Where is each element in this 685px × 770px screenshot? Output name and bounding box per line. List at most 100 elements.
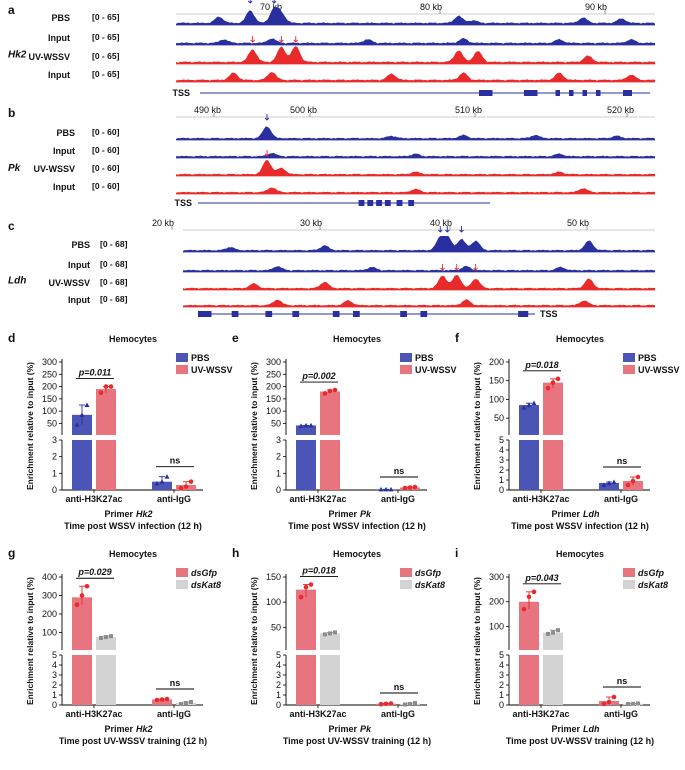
- coverage-track: [183, 265, 655, 272]
- gene-exon: [408, 200, 415, 206]
- significance-label: p=0.018: [524, 360, 558, 370]
- y-tick-label: 300: [42, 590, 57, 600]
- data-point: [545, 385, 551, 391]
- y-tick-label: 300: [489, 572, 504, 582]
- data-point: [403, 702, 407, 707]
- chart-title: Hemocytes: [556, 334, 604, 344]
- y-tick-label: 200: [42, 382, 57, 392]
- x-tick-label: anti-IgG: [381, 709, 415, 719]
- y-tick-label: 100: [489, 394, 504, 404]
- legend-swatch: [400, 568, 412, 577]
- chart-title: Hemocytes: [333, 549, 381, 559]
- data-point: [383, 486, 389, 492]
- data-point: [521, 606, 527, 612]
- panel-letter: g: [8, 546, 15, 560]
- bar-panel-g: g Hemocytes Enrichment relative to input (…: [8, 546, 221, 746]
- y-tick-label: 0: [52, 485, 57, 495]
- x-axis-gene: Pk: [360, 724, 372, 734]
- bar-lower: [543, 440, 563, 490]
- panel-letter: d: [8, 331, 15, 345]
- data-point: [164, 474, 170, 479]
- y-tick-label: 5: [276, 650, 281, 660]
- y-tick-label: 50: [494, 413, 504, 423]
- data-point: [189, 700, 193, 704]
- significance-label: ns: [170, 456, 181, 466]
- bar: [152, 699, 172, 705]
- data-point: [159, 697, 165, 702]
- axis-tick-label: 80 kb: [420, 2, 442, 12]
- peak-arrow: [454, 264, 460, 271]
- y-tick-label: 200: [489, 597, 504, 607]
- axis-tick-label: 90 kb: [585, 2, 607, 12]
- bar-upper: [296, 425, 316, 435]
- data-point: [164, 696, 170, 702]
- significance-label: p=0.011: [78, 368, 112, 378]
- y-tick-label: 3: [276, 670, 281, 680]
- legend-swatch: [623, 580, 635, 589]
- y-tick-label: 1: [499, 475, 504, 485]
- track-label: UV-WSSV: [28, 52, 70, 62]
- data-point: [531, 400, 537, 406]
- data-point: [606, 480, 612, 485]
- peak-arrow: [293, 36, 299, 43]
- y-tick-label: 2: [499, 680, 504, 690]
- track-panel-b: b 490 kb 500 kb 510 kb 520 kb Pk PBS [0 - 60] In…: [8, 105, 655, 208]
- significance-label: ns: [394, 466, 405, 476]
- gene-exon: [292, 311, 300, 317]
- legend-label: dsGfp: [191, 568, 218, 578]
- x-axis-label: Primer: [551, 509, 580, 519]
- track-range: [0 - 60]: [92, 181, 120, 191]
- track-label: PBS: [51, 13, 70, 23]
- panel-letter: i: [455, 546, 458, 560]
- y-tick-label: 150: [266, 572, 281, 582]
- peak-arrow: [473, 264, 478, 271]
- track-panel-a: a 70 kb 80 kb 90 kb Hk2 PBS [0 - 65] Input [0 - …: [8, 0, 655, 98]
- y-tick-label: 1: [52, 690, 57, 700]
- data-point: [98, 390, 104, 396]
- data-point: [412, 484, 418, 490]
- y-tick-label: 2: [52, 680, 57, 690]
- y-tick-label: 300: [266, 357, 281, 367]
- y-tick-label: 200: [266, 382, 281, 392]
- gene-exon: [569, 90, 574, 96]
- track-range: [0 - 68]: [100, 239, 128, 249]
- data-point: [635, 474, 641, 480]
- data-point: [526, 402, 532, 408]
- x-axis-label: Primer: [104, 509, 133, 519]
- y-tick-label: 100: [266, 597, 281, 607]
- legend-label: dsGfp: [415, 568, 442, 578]
- y-axis-label: Enrichment relative to input (%): [472, 577, 482, 705]
- panel-letter: f: [455, 331, 460, 345]
- x-axis-gene: Ldh: [583, 509, 600, 519]
- axis-tick-label: 30 kb: [300, 218, 322, 228]
- gene-exon: [420, 311, 428, 317]
- bar-panel-f: f Hemocytes Enrichment relative to input (…: [455, 331, 680, 531]
- x-axis-gene: Pk: [360, 509, 372, 519]
- significance-label: p=0.018: [301, 566, 335, 576]
- y-tick-label: 2: [499, 465, 504, 475]
- y-tick-label: 1: [276, 468, 281, 478]
- significance-label: ns: [394, 682, 405, 692]
- data-point: [531, 589, 537, 595]
- gene-exon: [231, 311, 239, 317]
- data-point: [109, 634, 113, 639]
- data-point: [601, 701, 607, 707]
- gene-exon: [358, 200, 365, 206]
- track-label: Input: [53, 182, 75, 192]
- gene-exon: [596, 90, 601, 96]
- significance-label: ns: [170, 678, 181, 688]
- bar-lower: [320, 440, 340, 490]
- track-label: Input: [53, 146, 75, 156]
- y-axis-label: Enrichment relative to input (%): [249, 577, 259, 705]
- data-point: [74, 422, 80, 427]
- peak-arrow: [459, 226, 464, 233]
- bar-upper: [72, 597, 92, 650]
- axis-tick-label: 520 kb: [607, 105, 634, 115]
- chart-title: Hemocytes: [109, 549, 157, 559]
- data-point: [521, 405, 527, 410]
- data-point: [99, 635, 103, 640]
- bar-upper: [96, 637, 116, 650]
- data-point: [178, 486, 184, 491]
- legend-label: PBS: [638, 353, 657, 363]
- gene-exon: [524, 90, 538, 96]
